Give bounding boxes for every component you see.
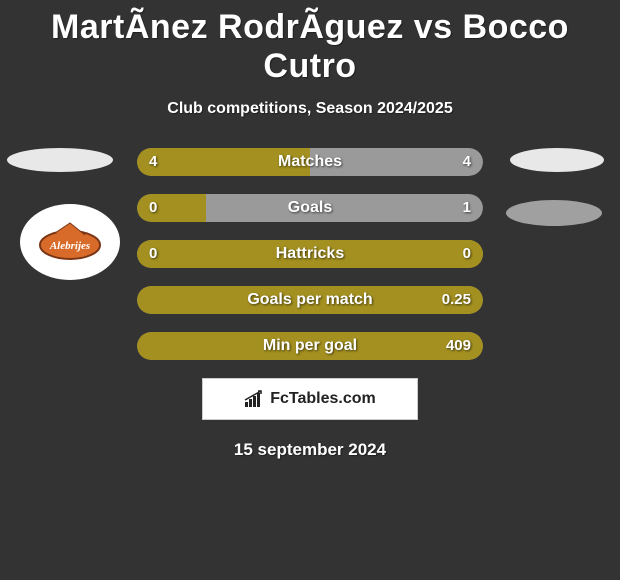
- brand-box[interactable]: FcTables.com: [202, 378, 418, 420]
- stat-row: 01Goals: [137, 194, 483, 222]
- logo-text-svg: Alebrijes: [49, 240, 90, 252]
- team-marker-ellipse: [7, 148, 113, 172]
- stat-label: Goals per match: [137, 286, 483, 314]
- stat-row: 409Min per goal: [137, 332, 483, 360]
- chart-icon: [244, 390, 264, 408]
- stat-row: 44Matches: [137, 148, 483, 176]
- stat-label: Hattricks: [137, 240, 483, 268]
- page-title: MartÃ­nez RodrÃ­guez vs Bocco Cutro: [0, 0, 620, 86]
- team-logo-text: Alebrijes: [35, 215, 105, 269]
- stat-row: 0.25Goals per match: [137, 286, 483, 314]
- brand-text: FcTables.com: [270, 390, 376, 408]
- stat-label: Min per goal: [137, 332, 483, 360]
- stat-bars: 44Matches 01Goals 00Hattricks 0.25Goals per…: [137, 148, 483, 360]
- subtitle: Club competitions, Season 2024/2025: [0, 100, 620, 118]
- team-marker-ellipse: [506, 200, 602, 226]
- team-marker-ellipse: [510, 148, 604, 172]
- stat-label: Matches: [137, 148, 483, 176]
- date-text: 15 september 2024: [0, 440, 620, 460]
- stat-row: 00Hattricks: [137, 240, 483, 268]
- comparison-content: Alebrijes 44Matches 01Goals 00Hattricks 0.2…: [0, 148, 620, 460]
- stat-label: Goals: [137, 194, 483, 222]
- team-logo-badge: Alebrijes: [20, 204, 120, 280]
